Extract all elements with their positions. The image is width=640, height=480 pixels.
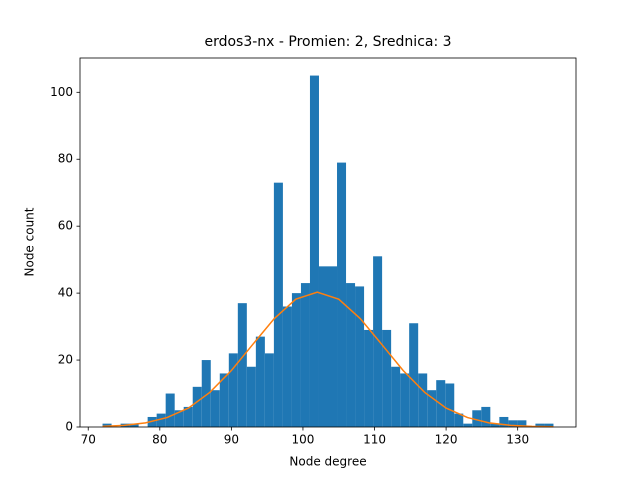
- axes-frame: [79, 57, 577, 428]
- bar: [373, 256, 383, 427]
- bar: [364, 329, 374, 427]
- bar: [282, 306, 292, 427]
- bar: [490, 423, 500, 427]
- y-axis-label: Node count: [23, 207, 37, 276]
- bar: [102, 423, 112, 427]
- x-axis-label: Node degree: [289, 455, 366, 469]
- bar: [499, 416, 509, 427]
- bar: [228, 353, 238, 427]
- bar: [129, 423, 139, 427]
- bar: [427, 390, 437, 427]
- bar: [418, 373, 428, 427]
- bar: [391, 366, 401, 427]
- bar: [219, 373, 229, 427]
- x-tick-label: 90: [224, 433, 239, 447]
- bar: [400, 373, 410, 427]
- y-tick-label: 100: [50, 85, 73, 99]
- bar: [273, 182, 283, 427]
- bar: [210, 390, 220, 427]
- x-tick-label: 80: [152, 433, 167, 447]
- bar: [300, 283, 310, 427]
- bar: [544, 423, 554, 427]
- chart-title: erdos3-nx - Promien: 2, Srednica: 3: [204, 34, 451, 50]
- bar: [337, 162, 347, 427]
- bar: [328, 266, 338, 427]
- bar: [318, 266, 328, 427]
- bar: [237, 303, 247, 427]
- bar: [246, 366, 256, 427]
- bar: [445, 383, 455, 427]
- bar: [535, 423, 545, 427]
- bar: [346, 283, 356, 427]
- bar: [264, 353, 274, 427]
- bar: [472, 410, 482, 427]
- bar: [192, 386, 202, 427]
- bar: [481, 406, 491, 427]
- x-tick-label: 120: [435, 433, 458, 447]
- y-tick-label: 0: [65, 420, 73, 434]
- bar: [291, 293, 301, 427]
- bar: [183, 406, 193, 427]
- x-tick-label: 130: [506, 433, 529, 447]
- bar: [409, 323, 419, 427]
- bar: [201, 360, 211, 427]
- bar: [454, 413, 464, 427]
- bar: [508, 420, 518, 427]
- y-tick-label: 40: [58, 286, 73, 300]
- bar: [255, 336, 265, 427]
- bar: [165, 393, 175, 427]
- bar: [463, 423, 473, 427]
- bar: [382, 329, 392, 427]
- x-tick-label: 110: [363, 433, 386, 447]
- bar: [156, 413, 166, 427]
- bar: [174, 410, 184, 427]
- bar: [309, 75, 319, 428]
- x-tick-label: 70: [81, 433, 96, 447]
- y-tick-label: 20: [58, 353, 73, 367]
- bar: [355, 286, 365, 427]
- fit-curve: [102, 291, 554, 428]
- y-tick-label: 80: [58, 152, 73, 166]
- x-tick-label: 100: [291, 433, 314, 447]
- bar: [517, 420, 527, 427]
- y-tick-label: 60: [58, 219, 73, 233]
